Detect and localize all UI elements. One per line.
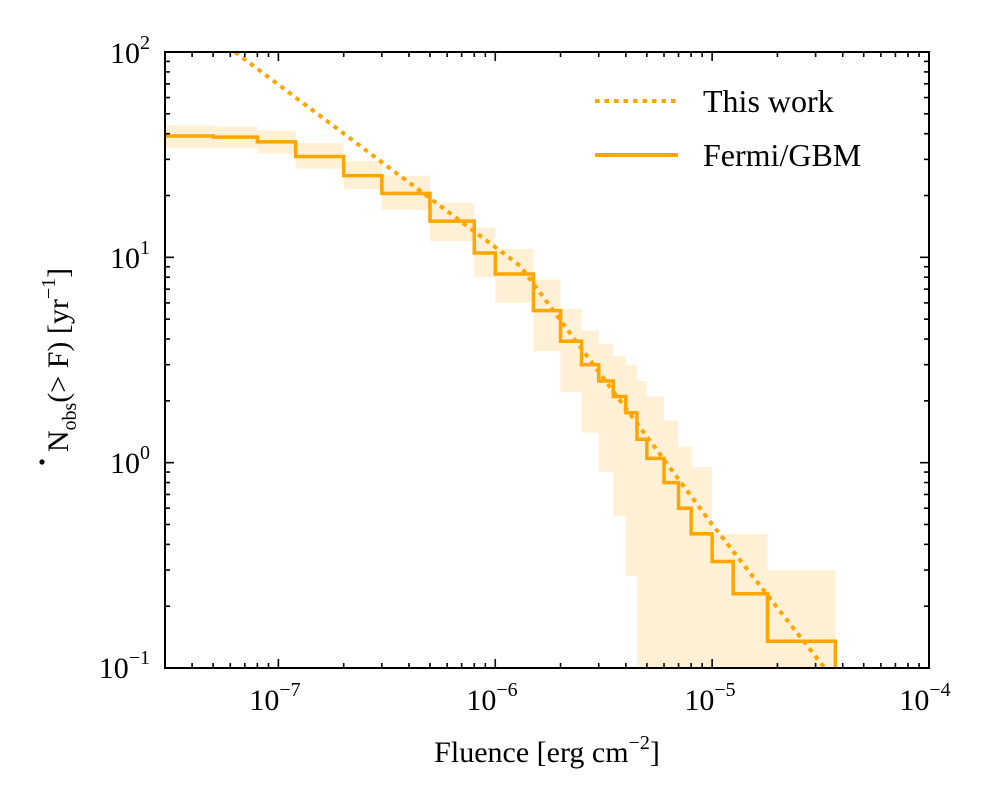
y-tick-label: 101 — [110, 237, 150, 275]
legend: This work Fermi/GBM — [595, 83, 861, 173]
fermi-gbm-line — [165, 134, 838, 668]
series-layer — [165, 50, 838, 670]
y-tick-label: 102 — [110, 32, 150, 70]
plot-frame — [164, 51, 930, 669]
fermi-gbm-uncertainty-band — [165, 125, 836, 668]
y-tick-labels: 10−1 100 101 102 — [99, 32, 150, 685]
y-tick-label: 100 — [110, 442, 150, 480]
x-tick-labels: 10−7 10−6 10−5 10−4 — [249, 679, 950, 717]
x-tick-label: 10−6 — [466, 679, 517, 717]
x-tick-label: 10−7 — [249, 679, 300, 717]
legend-label-fermi-gbm: Fermi/GBM — [703, 137, 861, 173]
y-tick-label: 10−1 — [99, 647, 150, 685]
y-label-dot — [39, 459, 45, 465]
this-work-line — [233, 50, 827, 670]
x-axis-label: Fluence [erg cm−2] — [434, 732, 660, 769]
uncertainty-band-layer — [165, 125, 836, 668]
svg-text:Nobs(> F) [yr−1]: Nobs(> F) [yr−1] — [38, 268, 81, 452]
x-tick-label: 10−4 — [899, 679, 950, 717]
x-tick-label: 10−5 — [684, 679, 735, 717]
y-axis-label: Nobs(> F) [yr−1] — [38, 268, 81, 465]
legend-label-this-work: This work — [703, 83, 834, 119]
